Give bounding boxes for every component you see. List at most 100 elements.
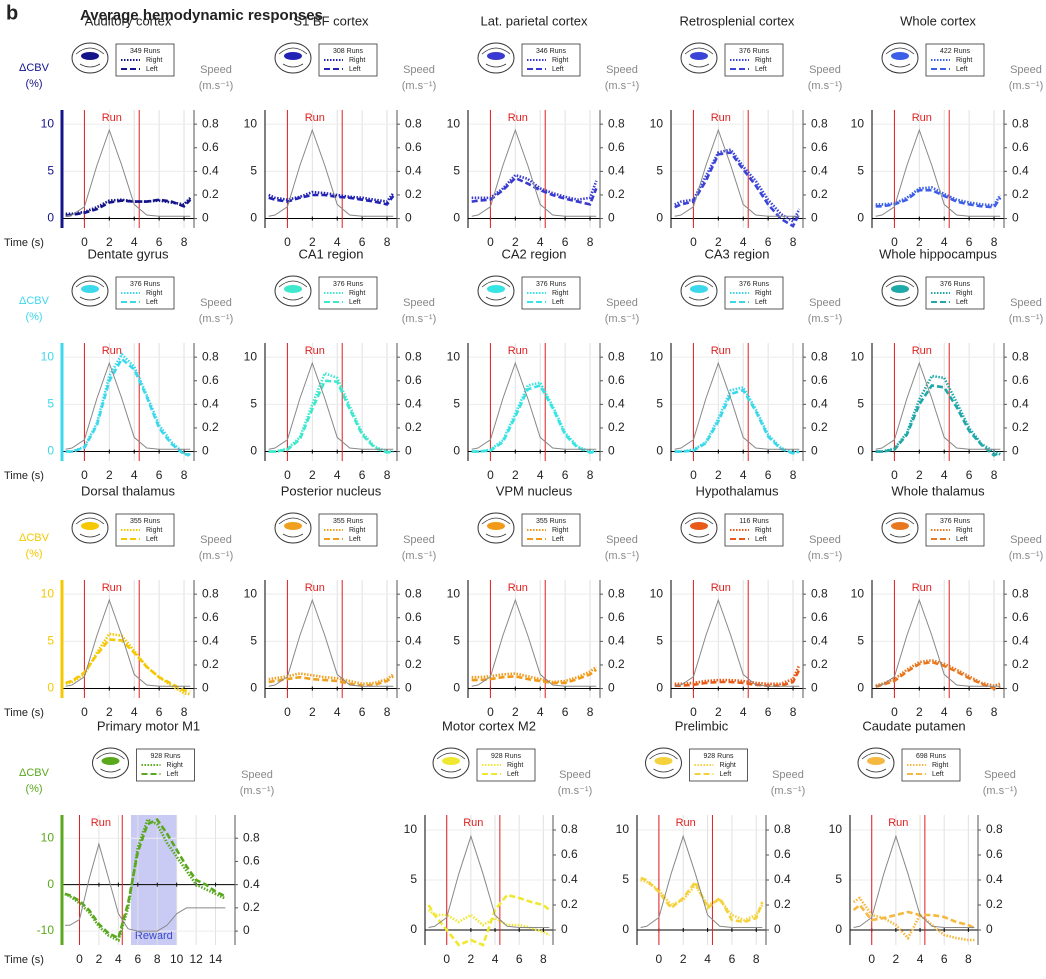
- y2-tick-label: 0.4: [608, 164, 625, 178]
- y2-tick-label: 0.2: [202, 657, 219, 671]
- y2-tick-label: 0.4: [202, 164, 219, 178]
- chart-title: CA1 region: [298, 246, 363, 261]
- legend-runs: 346 Runs: [536, 48, 566, 55]
- y-axis-label: (%): [25, 311, 42, 323]
- y2-tick-label: 0: [243, 923, 250, 937]
- run-label: Run: [912, 112, 932, 124]
- x-tick-label: 0: [487, 468, 494, 482]
- y2-tick-label: 0.8: [202, 586, 219, 600]
- x-tick-label: 0: [443, 952, 450, 966]
- y2-tick-label: 0.2: [608, 187, 625, 201]
- chart-title: Lat. parietal cortex: [481, 13, 588, 28]
- legend-label: Left: [720, 771, 732, 778]
- x-tick-label: 0: [284, 468, 291, 482]
- y2-tick-label: 0.8: [243, 830, 260, 844]
- x-tick-label: 0: [690, 705, 697, 719]
- x-tick-label: 0: [690, 235, 697, 249]
- x-tick-label: 6: [359, 468, 366, 482]
- run-label: Run: [102, 345, 122, 357]
- x-tick-label: 8: [587, 705, 594, 719]
- y-tick-label: 0: [857, 211, 864, 225]
- x-tick-label: 0: [487, 235, 494, 249]
- run-label: Run: [508, 582, 528, 594]
- y-tick-label: 10: [404, 822, 418, 836]
- y-tick-label: 0: [835, 922, 842, 936]
- y-tick-label: 10: [41, 116, 55, 130]
- y2-axis-label: Speed: [241, 769, 273, 781]
- y-axis-label: ΔCBV: [19, 767, 50, 779]
- legend-runs: 376 Runs: [739, 281, 769, 288]
- x-tick-label: 14: [209, 952, 223, 966]
- brain-region: [690, 522, 708, 530]
- run-label: Run: [711, 112, 731, 124]
- y2-axis-label: (m.s⁻¹): [199, 80, 234, 92]
- legend-label: Left: [956, 536, 968, 543]
- legend-label: Left: [349, 299, 361, 306]
- y-axis-label: (%): [25, 78, 42, 90]
- y-tick-label: 10: [650, 349, 664, 363]
- legend-label: Right: [552, 527, 568, 534]
- run-label: Run: [305, 112, 325, 124]
- legend-runs: 116 Runs: [739, 518, 769, 525]
- y2-axis-label: Speed: [200, 534, 232, 546]
- y2-tick-label: 0.8: [774, 822, 791, 836]
- y2-tick-label: 0.2: [811, 420, 828, 434]
- y2-tick-label: 0.6: [405, 373, 422, 387]
- legend-label: Right: [956, 57, 972, 64]
- y-tick-label: 10: [41, 586, 55, 600]
- brain-region: [891, 522, 909, 530]
- legend-runs: 376 Runs: [940, 281, 970, 288]
- y2-tick-label: 0.4: [608, 634, 625, 648]
- chart-title: Primary motor M1: [97, 718, 200, 733]
- y2-tick-label: 0.2: [986, 897, 1003, 911]
- y2-tick-label: 0: [1012, 444, 1019, 458]
- y-tick-label: 0: [857, 444, 864, 458]
- x-tick-label: 4: [704, 952, 711, 966]
- x-tick-label: 0: [891, 705, 898, 719]
- x-tick-label: 8: [790, 468, 797, 482]
- x-tick-label: 4: [115, 952, 122, 966]
- x-axis-label: Time (s): [4, 470, 44, 482]
- x-tick-label: 6: [156, 705, 163, 719]
- y2-axis-label: Speed: [1010, 64, 1042, 76]
- y-tick-label: 10: [829, 822, 843, 836]
- legend-label: Right: [755, 57, 771, 64]
- chart-title: Whole hippocampus: [879, 246, 997, 261]
- y2-tick-label: 0.8: [1012, 116, 1029, 130]
- y-tick-label: 5: [453, 634, 460, 648]
- y2-tick-label: 0: [811, 211, 818, 225]
- brain-region: [102, 757, 120, 765]
- legend-runs: 376 Runs: [940, 518, 970, 525]
- y2-tick-label: 0: [1012, 681, 1019, 695]
- x-tick-label: 2: [512, 468, 519, 482]
- y2-axis-label: (m.s⁻¹): [1009, 550, 1044, 562]
- legend-label: Left: [146, 66, 158, 73]
- y-axis-label: (%): [25, 548, 42, 560]
- brain-region: [284, 52, 302, 60]
- y2-axis-label: (m.s⁻¹): [402, 313, 437, 325]
- legend-label: Right: [755, 290, 771, 297]
- y-tick-label: 0: [410, 922, 417, 936]
- y2-tick-label: 0.6: [774, 847, 791, 861]
- y2-tick-label: 0.6: [561, 847, 578, 861]
- legend-runs: 928 Runs: [491, 753, 521, 760]
- brain-region: [284, 522, 302, 530]
- run-label: Run: [305, 345, 325, 357]
- x-tick-label: 6: [156, 468, 163, 482]
- chart-title: S1 BF cortex: [293, 13, 369, 28]
- y2-tick-label: 0.8: [811, 586, 828, 600]
- y-tick-label: 5: [250, 397, 257, 411]
- run-label: Run: [676, 817, 696, 829]
- y2-axis-label: (m.s⁻¹): [771, 785, 806, 797]
- y2-tick-label: 0.4: [405, 397, 422, 411]
- legend-label: Right: [956, 290, 972, 297]
- y2-tick-label: 0.6: [1012, 373, 1029, 387]
- y-tick-label: 5: [47, 634, 54, 648]
- y2-axis-label: Speed: [606, 297, 638, 309]
- chart-title: Auditory cortex: [85, 13, 172, 28]
- y2-tick-label: 0.8: [811, 349, 828, 363]
- x-tick-label: 2: [512, 705, 519, 719]
- y-tick-label: 0: [453, 211, 460, 225]
- y2-tick-label: 0.4: [1012, 397, 1029, 411]
- y2-axis-label: Speed: [200, 64, 232, 76]
